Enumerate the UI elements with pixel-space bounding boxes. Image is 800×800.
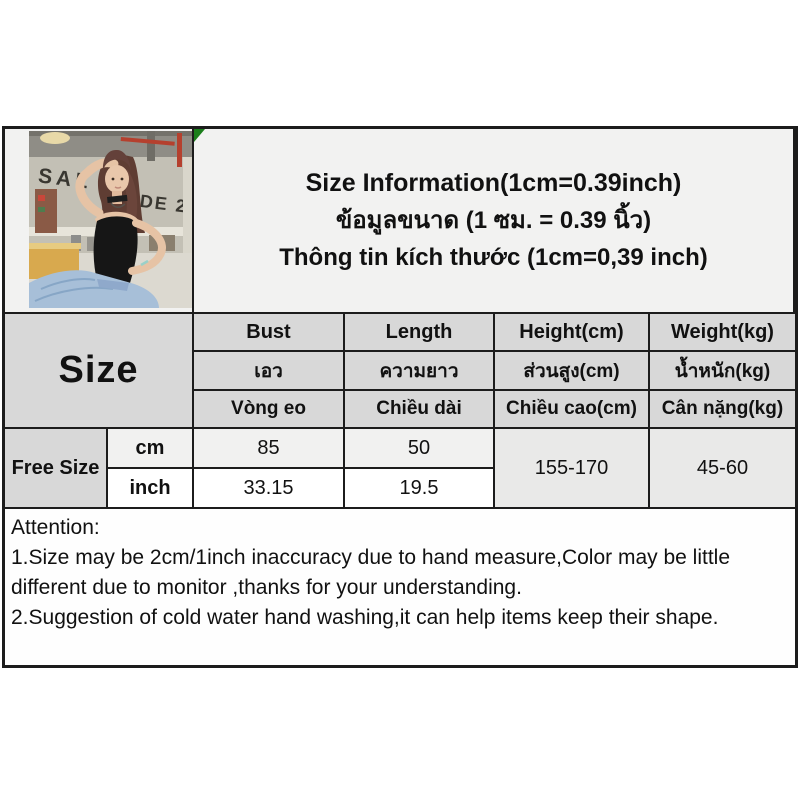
header-bust-th: เอว (194, 352, 345, 391)
header-height-en: Height(cm) (495, 314, 650, 352)
product-photo-cell: SAL N DE 2 (5, 129, 194, 314)
unit-label-inch: inch (108, 469, 194, 509)
title-cell: Size Information(1cm=0.39inch) ข้อมูลขนา… (194, 129, 795, 314)
bust-inch-value: 33.15 (194, 469, 345, 509)
attention-notes: Attention: 1.Size may be 2cm/1inch inacc… (5, 509, 795, 665)
header-height-vi: Chiều cao(cm) (495, 391, 650, 429)
title-english: Size Information(1cm=0.39inch) (305, 169, 682, 197)
size-chart-table: SAL N DE 2 (2, 126, 798, 668)
title-vietnamese: Thông tin kích thước (1cm=0,39 inch) (279, 244, 708, 271)
size-corner-label: Size (5, 314, 194, 429)
header-weight-th: น้ำหนัก(kg) (650, 352, 795, 391)
attention-heading: Attention: (11, 516, 100, 539)
model-photo: SAL N DE 2 (29, 131, 192, 308)
row-label-free-size: Free Size (5, 429, 108, 509)
attention-note-2: 2.Suggestion of cold water hand washing,… (11, 606, 719, 629)
length-inch-value: 19.5 (345, 469, 495, 509)
length-cm-value: 50 (345, 429, 495, 469)
header-bust-en: Bust (194, 314, 345, 352)
header-height-th: ส่วนสูง(cm) (495, 352, 650, 391)
title-thai: ข้อมูลขนาด (1 ซม. = 0.39 นิ้ว) (335, 207, 652, 234)
header-length-th: ความยาว (345, 352, 495, 391)
height-range-value: 155-170 (495, 429, 650, 509)
header-length-vi: Chiều dài (345, 391, 495, 429)
weight-range-value: 45-60 (650, 429, 795, 509)
bust-cm-value: 85 (194, 429, 345, 469)
header-weight-vi: Cân nặng(kg) (650, 391, 795, 429)
attention-note-1: 1.Size may be 2cm/1inch inaccuracy due t… (11, 546, 731, 599)
unit-label-cm: cm (108, 429, 194, 469)
header-bust-vi: Vòng eo (194, 391, 345, 429)
green-corner-flag-icon (194, 129, 205, 142)
header-length-en: Length (345, 314, 495, 352)
header-weight-en: Weight(kg) (650, 314, 795, 352)
